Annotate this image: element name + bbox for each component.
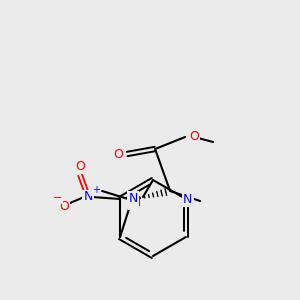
Text: O: O [59,200,69,212]
Text: N: N [83,190,93,203]
Text: O: O [189,130,199,142]
Text: O: O [113,148,123,160]
Text: O: O [75,160,85,172]
Text: −: − [52,193,62,203]
Text: N: N [128,191,138,205]
Text: Cl: Cl [129,196,141,208]
Text: +: + [92,185,100,195]
Text: N: N [183,194,193,206]
